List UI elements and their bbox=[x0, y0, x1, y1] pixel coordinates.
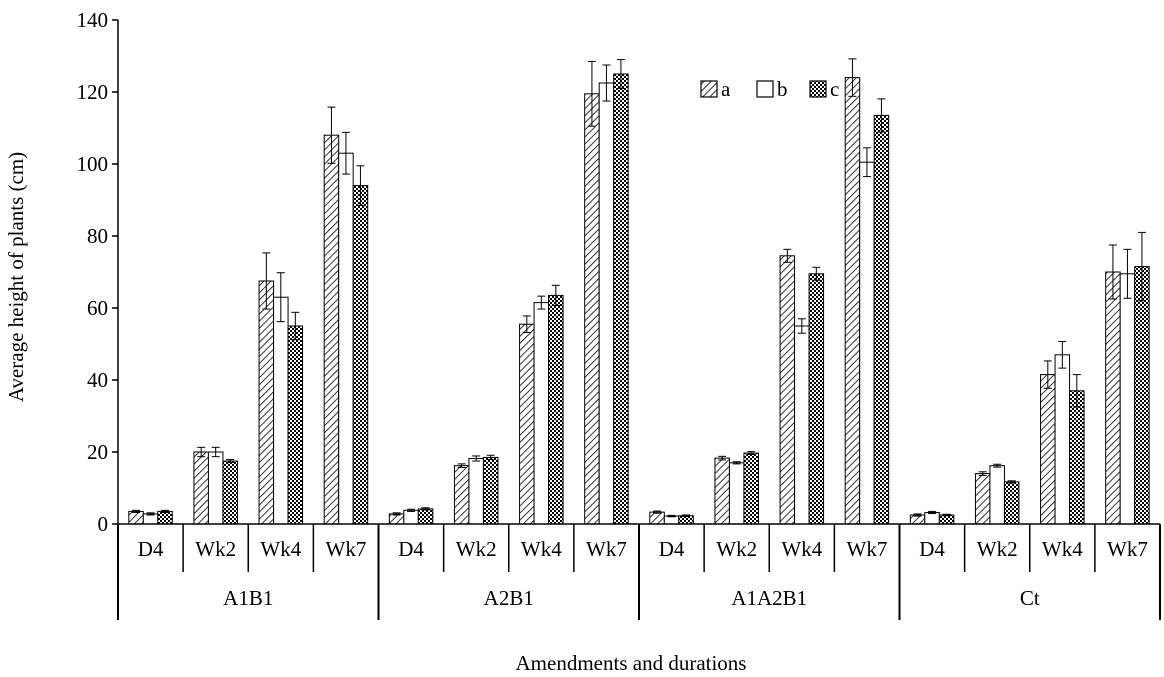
bar-c bbox=[743, 452, 759, 525]
bar-c bbox=[808, 273, 825, 525]
y-tick-label: 120 bbox=[77, 80, 109, 104]
bar-a bbox=[584, 93, 600, 525]
y-tick-label: 80 bbox=[87, 224, 108, 248]
x-tick-label-duration: Wk2 bbox=[977, 537, 1018, 561]
x-tick-label-duration: D4 bbox=[659, 537, 685, 561]
x-tick-label-duration: Wk7 bbox=[1107, 537, 1148, 561]
x-tick-label-duration: Wk7 bbox=[586, 537, 627, 561]
bar-b bbox=[273, 296, 289, 525]
y-tick-label: 100 bbox=[77, 152, 109, 176]
bar-b bbox=[989, 465, 1005, 525]
legend-swatch-c bbox=[809, 80, 827, 98]
bar-a bbox=[258, 280, 275, 525]
bar-a bbox=[779, 255, 796, 525]
bar-a bbox=[323, 134, 340, 525]
y-tick-label: 60 bbox=[87, 296, 108, 320]
x-group-label: A2B1 bbox=[484, 586, 534, 610]
x-tick-label-duration: Wk4 bbox=[1042, 537, 1083, 561]
bar-c bbox=[482, 456, 499, 525]
x-tick-label-duration: Wk2 bbox=[716, 537, 757, 561]
bar-b bbox=[598, 82, 615, 525]
y-tick-label: 0 bbox=[98, 512, 109, 536]
legend-swatch-a bbox=[700, 80, 718, 98]
x-tick-label-duration: D4 bbox=[919, 537, 945, 561]
bar-c bbox=[1069, 390, 1085, 525]
y-tick-label: 40 bbox=[87, 368, 108, 392]
bar-c bbox=[548, 294, 564, 525]
x-tick-label-duration: Wk4 bbox=[781, 537, 822, 561]
bar-b bbox=[728, 462, 745, 525]
bar-c bbox=[873, 114, 890, 525]
bar-b bbox=[1054, 354, 1071, 525]
bar-a bbox=[193, 451, 209, 525]
y-axis: 0 20 40 60 80 100 120 140 bbox=[77, 8, 119, 536]
bar-b bbox=[1119, 273, 1136, 525]
x-tick-label-duration: Wk7 bbox=[847, 537, 888, 561]
bar-c bbox=[1134, 266, 1150, 525]
legend-label-a: a bbox=[721, 77, 731, 101]
bar-c bbox=[938, 514, 955, 525]
x-tick-label-duration: Wk4 bbox=[521, 537, 562, 561]
bar-c bbox=[287, 325, 304, 525]
bar-a bbox=[1105, 271, 1121, 525]
bar-c bbox=[678, 515, 694, 525]
bar-b bbox=[338, 152, 354, 525]
bar-a bbox=[128, 510, 144, 525]
bar-b bbox=[468, 457, 484, 525]
legend-label-c: c bbox=[830, 77, 839, 101]
bar-c bbox=[157, 510, 173, 525]
x-tick-label-duration: D4 bbox=[138, 537, 164, 561]
x-group-label: Ct bbox=[1020, 586, 1040, 610]
x-group-label: A1A2B1 bbox=[731, 586, 807, 610]
bar-b bbox=[794, 325, 810, 525]
bar-a bbox=[844, 77, 861, 525]
x-axis-title: Amendments and durations bbox=[516, 651, 747, 675]
bar-c bbox=[1003, 481, 1020, 525]
x-tick-label-duration: Wk4 bbox=[260, 537, 301, 561]
bar-b bbox=[207, 451, 224, 525]
x-tick-label-duration: Wk2 bbox=[456, 537, 497, 561]
x-group-label: A1B1 bbox=[223, 586, 273, 610]
bar-a bbox=[453, 465, 470, 525]
x-tick-label-duration: Wk7 bbox=[326, 537, 367, 561]
bar-b bbox=[859, 161, 875, 525]
bars-layer bbox=[128, 58, 1150, 525]
x-tick-label-duration: D4 bbox=[398, 537, 424, 561]
bar-a bbox=[974, 473, 991, 525]
bar-b bbox=[924, 511, 940, 525]
x-tick-label-duration: Wk2 bbox=[195, 537, 236, 561]
legend: a b c bbox=[700, 77, 839, 101]
bar-c bbox=[417, 508, 434, 525]
legend-swatch-b bbox=[756, 80, 774, 98]
bar-c bbox=[222, 460, 238, 525]
bar-b bbox=[533, 302, 550, 525]
bar-b bbox=[403, 509, 419, 525]
bar-a bbox=[714, 457, 730, 525]
y-tick-label: 140 bbox=[77, 8, 109, 32]
x-axis: D4 Wk2 Wk4 Wk7 D4 Wk2 Wk4 Wk7 D4 Wk2 Wk4 Wk7 D4 Wk2 Wk… bbox=[117, 523, 1161, 620]
legend-label-b: b bbox=[777, 77, 788, 101]
y-tick-label: 20 bbox=[87, 440, 108, 464]
bar-a bbox=[1040, 374, 1056, 525]
bar-a bbox=[649, 511, 665, 525]
y-axis-title: Average height of plants (cm) bbox=[4, 152, 28, 402]
bar-a bbox=[519, 323, 535, 525]
bar-c bbox=[352, 185, 369, 525]
bar-c bbox=[613, 73, 629, 525]
